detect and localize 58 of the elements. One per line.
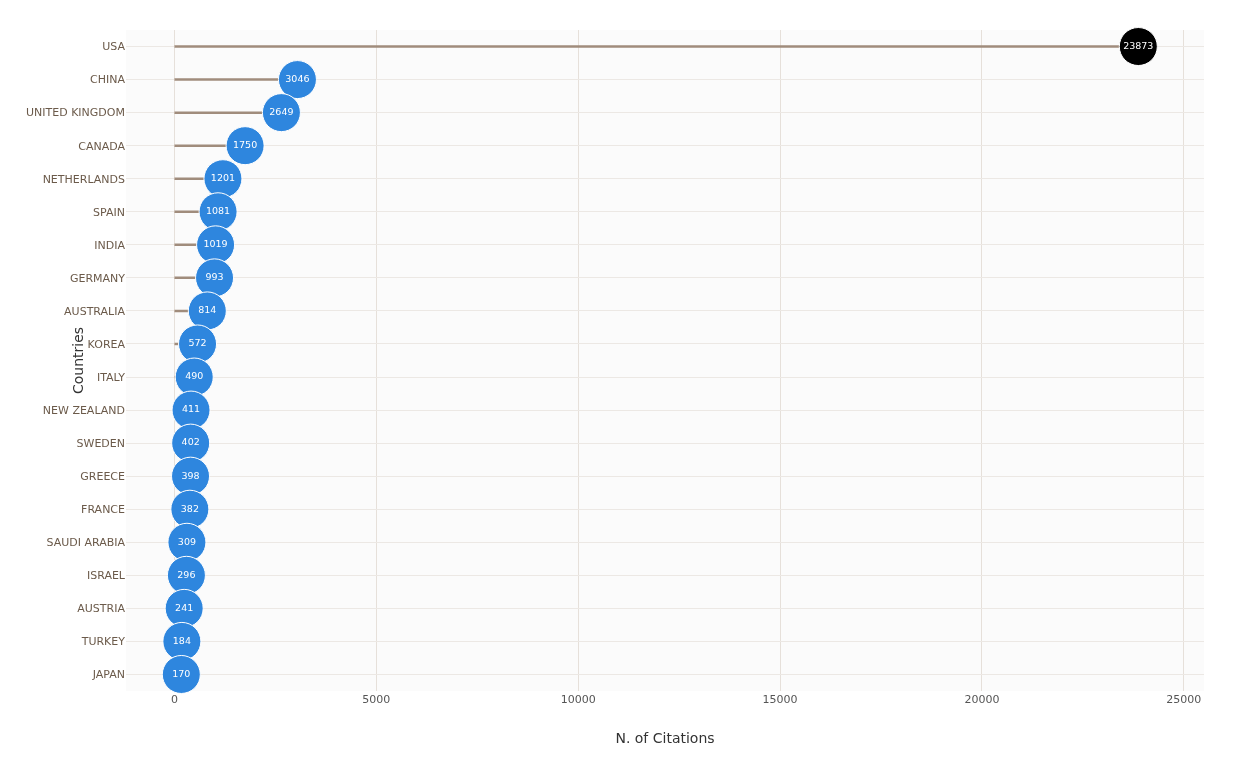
y-tick-label: FRANCE [81,503,126,517]
y-tick-label: CHINA [90,73,126,87]
data-label: 490 [185,370,204,382]
y-tick-label: KOREA [87,337,126,351]
x-tick-label: 10000 [560,693,596,706]
y-tick-label: SWEDEN [76,436,125,450]
point [162,621,202,661]
y-tick-label: NETHERLANDS [42,172,126,186]
data-label: 402 [181,436,200,448]
y-tick-label: JAPAN [91,668,125,682]
point [171,456,211,496]
data-label: 572 [188,337,207,349]
data-label: 241 [175,601,194,613]
y-tick-label: ISRAEL [86,569,126,583]
point [170,489,210,529]
y-tick-label: SPAIN [93,205,125,219]
x-tick-label: 15000 [762,693,798,706]
y-tick-label: ITALY [96,370,126,384]
point [166,555,206,595]
data-label: 398 [181,469,200,481]
data-label: 1019 [203,238,228,250]
x-tick-label: 0 [170,693,178,706]
point [187,291,227,331]
point [174,357,214,397]
data-label: 184 [172,634,191,646]
y-tick-label: GERMANY [69,271,126,285]
point [161,654,201,694]
point [171,423,211,463]
y-tick-label: NEW ZEALAND [42,403,125,417]
data-label: 993 [205,271,224,283]
y-tick-label: CANADA [78,139,126,153]
y-tick-label: USA [102,40,126,54]
data-label: 170 [172,667,191,679]
data-label: 1750 [233,139,258,151]
data-label: 1081 [206,205,231,217]
x-tick-label: 5000 [362,693,391,706]
data-label: 1201 [210,172,236,184]
data-label: 814 [198,304,217,316]
data-label: 23873 [1123,39,1154,51]
y-tick-label: TURKEY [80,635,126,649]
data-label: 3046 [285,72,310,84]
x-tick-label: 20000 [964,693,1000,706]
x-tick-label: 25000 [1166,693,1202,706]
point [167,522,207,562]
data-label: 309 [177,535,196,547]
y-tick-label: UNITED KINGDOM [26,106,125,120]
y-tick-label: SAUDI ARABIA [46,536,126,550]
data-label: 382 [180,502,199,514]
x-axis-title: N. of Citations [615,730,715,746]
data-label: 2649 [269,106,294,117]
y-tick-label: AUSTRALIA [64,304,126,318]
data-label: 296 [177,568,196,580]
data-label: 411 [181,403,201,415]
y-tick-label: AUSTRIA [77,602,126,616]
point [164,588,204,628]
y-tick-label: INDIA [94,238,126,252]
y-tick-label: GREECE [80,470,126,484]
y-axis-title: Countries [69,326,86,395]
